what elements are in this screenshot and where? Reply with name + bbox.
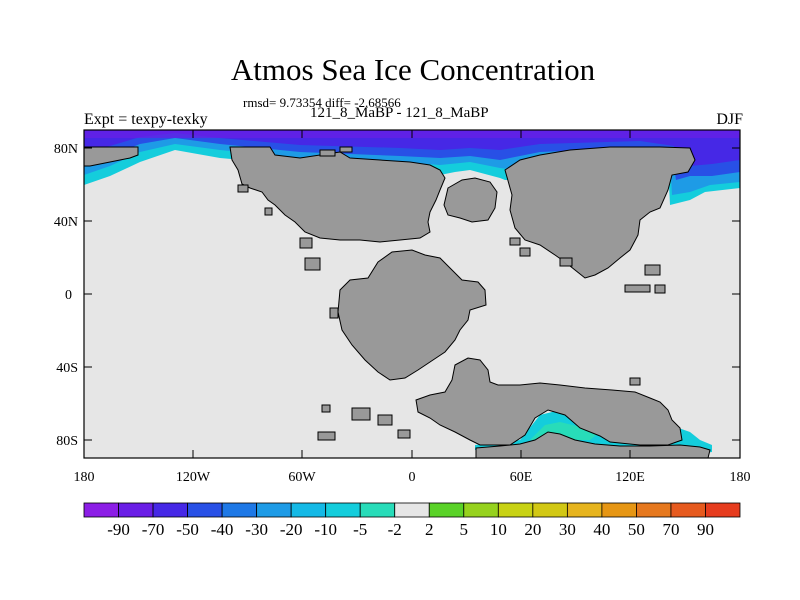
land-island-h: [304, 257, 321, 271]
land-island-j: [237, 184, 249, 193]
colorbar-swatch: [497, 502, 534, 518]
stats-label: rmsd= 9.73354 diff= -2.68566: [243, 95, 401, 110]
colorbar-swatch: [705, 502, 741, 518]
colorbar-label: -5: [353, 520, 367, 539]
colorbar-label: 2: [425, 520, 434, 539]
landmasses: [83, 146, 711, 459]
land-south-continent: [337, 249, 487, 381]
colorbar-swatch: [670, 502, 706, 518]
colorbar-boxes: [83, 502, 741, 518]
colorbar-label: 90: [697, 520, 714, 539]
lon-tick-180e: 180: [730, 470, 751, 485]
colorbar-swatch: [118, 502, 154, 518]
land-island-o: [317, 431, 336, 441]
lat-tick-0: 0: [65, 288, 72, 303]
colorbar-label: -20: [280, 520, 303, 539]
land-island-n: [377, 414, 393, 426]
land-arctic-island-2: [319, 149, 336, 157]
land-island-e: [624, 284, 651, 293]
colorbar-swatch: [428, 502, 465, 518]
colorbar-swatch: [325, 502, 361, 518]
colorbar-labels: -90 -70 -50 -40 -30 -20 -10 -5 -2 2 5 10 20 30 40 50 70 9…: [107, 520, 714, 539]
land-eastern-continent: [504, 146, 696, 279]
colorbar-label: -40: [211, 520, 234, 539]
colorbar-swatch: [566, 502, 603, 518]
colorbar-label: -30: [245, 520, 268, 539]
experiment-label: Expt = texpy-texky: [84, 111, 208, 128]
colorbar-swatch: [187, 502, 223, 518]
lon-tick-180w: 180: [74, 470, 95, 485]
land-island-l: [321, 404, 331, 413]
lat-tick-40n: 40N: [54, 215, 78, 230]
colorbar-swatch: [83, 502, 119, 518]
lat-tick-80n: 80N: [54, 142, 78, 157]
colorbar-swatch: [394, 502, 430, 518]
season-label: DJF: [716, 111, 743, 128]
colorbar-label: -10: [314, 520, 337, 539]
colorbar-swatch: [636, 502, 672, 518]
axis-ticks: [84, 130, 740, 458]
colorbar-swatch: [359, 502, 396, 518]
colorbar-swatch: [256, 502, 292, 518]
colorbar-swatch: [290, 502, 327, 518]
lon-tick-120e: 120E: [615, 470, 645, 485]
land-island-m: [351, 407, 371, 421]
land-far-west: [83, 146, 139, 167]
subtitle: 121_8_MaBP - 121_8_MaBP: [310, 105, 489, 121]
land-island-i: [264, 207, 273, 216]
colorbar-label: 30: [559, 520, 576, 539]
colorbar-label: 70: [662, 520, 679, 539]
lon-tick-0: 0: [409, 470, 416, 485]
colorbar-label: -50: [176, 520, 199, 539]
lon-tick-60e: 60E: [510, 470, 533, 485]
colorbar-label: 5: [460, 520, 469, 539]
colorbar-label: 20: [524, 520, 541, 539]
colorbar-label: -90: [107, 520, 130, 539]
lat-tick-80s: 80S: [56, 434, 78, 449]
lat-tick-40s: 40S: [56, 361, 78, 376]
colorbar-swatch: [152, 502, 188, 518]
land-island-c: [559, 257, 573, 267]
chart-title: Atmos Sea Ice Concentration: [230, 52, 596, 87]
land-island-q: [629, 377, 641, 386]
land-antarctica: [475, 431, 711, 459]
land-island-f: [654, 284, 666, 294]
colorbar-label: -70: [142, 520, 165, 539]
colorbar-swatch: [532, 502, 568, 518]
arctic-ice-core: [84, 130, 740, 170]
land-arctic-island-1: [339, 146, 353, 153]
colorbar-swatch: [463, 502, 499, 518]
colorbar-label: 40: [593, 520, 610, 539]
land-island-a: [509, 237, 521, 246]
land-north-america: [229, 146, 446, 243]
lon-tick-120w: 120W: [176, 470, 211, 485]
land-island-k: [329, 307, 339, 319]
land-central-island: [443, 177, 498, 223]
colorbar-label: 50: [628, 520, 645, 539]
land-island-p: [397, 429, 411, 439]
colorbar-label: -2: [388, 520, 402, 539]
colorbar-swatch: [601, 502, 637, 518]
land-island-d: [644, 264, 661, 276]
land-southern-block: [415, 357, 683, 446]
colorbar-swatch: [221, 502, 258, 518]
land-island-b: [519, 247, 531, 257]
colorbar-label: 10: [490, 520, 507, 539]
lon-tick-60w: 60W: [288, 470, 316, 485]
land-island-g: [299, 237, 313, 249]
